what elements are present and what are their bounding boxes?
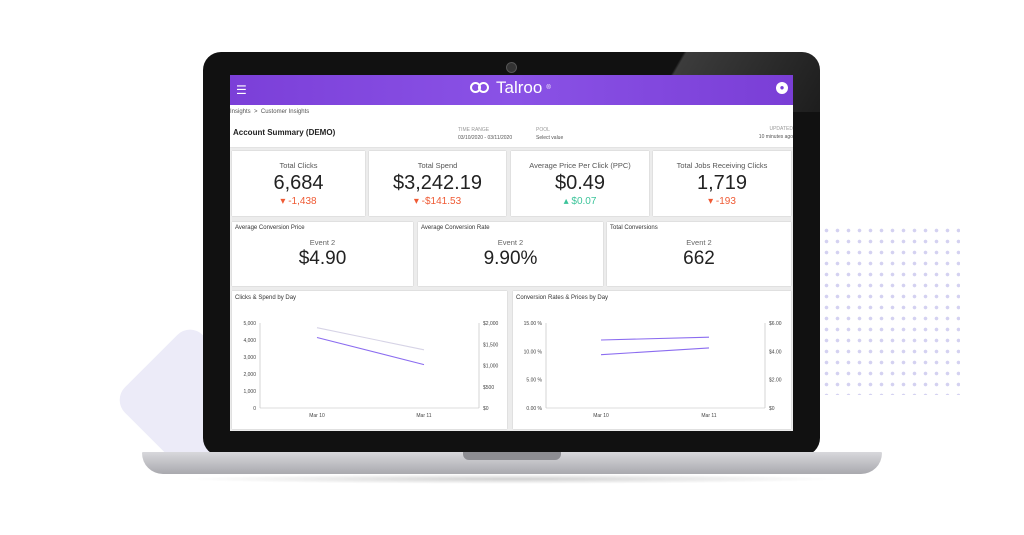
app-screen: ☰ Talroo ® ● Insights > Customer Insights… [230,75,793,431]
y-left-tick-label: 0 [253,406,256,412]
conversion-card-label: Average Conversion Rate [421,225,490,231]
y-right-tick-label: $1,500 [483,342,499,348]
x-tick-label: Mar 11 [701,413,716,419]
clicks-spend-chart: Clicks & Spend by Day 5,000 4,000 3,000 2,0… [232,291,507,429]
conversion-event: Event 2 [686,238,712,247]
y-right-tick-label: $1,000 [483,364,499,370]
kpi-delta-value: -$141.53 [421,196,462,207]
y-right-tick-label: $2.00 [769,378,782,384]
page-title: Account Summary (DEMO) [233,128,336,137]
x-tick-label: Mar 10 [309,413,325,419]
y-left-tick-label: 5,000 [243,321,256,327]
y-right-tick-label: $0 [769,406,775,412]
updated-info: UPDATED 10 minutes ago [759,126,793,140]
camera-icon [506,62,517,73]
brand-name: Talroo [496,78,543,97]
series-line-2 [600,336,710,341]
y-right-tick-label: $6.00 [769,321,782,327]
kpi-label: Total Spend [417,161,458,170]
y-left-tick-label: 15.00 % [524,321,543,327]
total-conversions-card: Total Conversions Event 2 662 [607,222,791,286]
y-right-tick-label: $4.00 [769,349,782,355]
conversion-card-label: Average Conversion Price [235,225,305,231]
kpi-delta: ▴ $0.07 [511,196,649,207]
conversion-value: $4.90 [298,248,347,269]
kpi-total-clicks: Total Clicks 6,684 ▾ -1,438 [232,151,365,216]
talroo-rings-icon [470,81,492,95]
conversion-card-label: Total Conversions [610,225,658,231]
kpi-delta: ▾ -193 [653,196,791,207]
breadcrumb-insights[interactable]: Insights [230,109,251,115]
y-right-tick-label: $2,000 [483,321,499,327]
conversion-rates-plot: 15.00 % 10.00 % 5.00 % 0.00 % $6.00 $4.00 $2.0… [524,321,782,419]
kpi-delta-value: -193 [715,196,736,207]
y-left-tick-label: 5.00 % [526,378,542,384]
background-dots [810,225,960,395]
conversion-rates-chart: Conversion Rates & Prices by Day 15.00 %… [513,291,791,429]
y-left-tick-label: 0.00 % [526,406,542,412]
pool-label: POOL [536,127,550,133]
kpi-label: Average Price Per Click (PPC) [529,161,631,170]
time-range-label: TIME RANGE [458,127,490,133]
x-tick-label: Mar 10 [593,413,609,419]
app-bar: ☰ Talroo ® ● [230,75,793,105]
conversion-value: 662 [683,248,715,269]
chart-title: Clicks & Spend by Day [235,295,297,301]
chart-title: Conversion Rates & Prices by Day [516,295,609,301]
kpi-average-ppc: Average Price Per Click (PPC) $0.49 ▴ $0… [511,151,649,216]
updated-label: UPDATED [769,126,793,132]
brand-logo[interactable]: Talroo ® [470,78,551,98]
conversion-value: 9.90% [483,248,538,269]
account-icon[interactable]: ● [776,82,788,94]
kpi-delta: ▾ -1,438 [232,196,365,207]
page-header: Insights > Customer Insights Account Sum… [230,105,793,148]
laptop-notch [463,452,561,460]
y-left-tick-label: 2,000 [243,372,256,378]
pool-filter[interactable]: POOL Select value [536,127,563,141]
breadcrumb: Insights > Customer Insights [230,109,309,115]
y-left-tick-label: 1,000 [243,389,256,395]
kpi-value: 6,684 [273,172,324,194]
y-right-tick-label: $500 [483,385,494,391]
kpi-value: $0.49 [554,172,606,194]
kpi-total-jobs: Total Jobs Receiving Clicks 1,719 ▾ -193 [653,151,791,216]
hamburger-icon[interactable]: ☰ [236,83,247,97]
down-arrow-icon: ▾ [708,196,714,207]
y-left-tick-label: 3,000 [243,355,256,361]
down-arrow-icon: ▾ [413,196,419,207]
pool-value: Select value [536,135,564,141]
kpi-value: 1,719 [696,172,748,194]
laptop-shadow [180,474,844,484]
conversion-rate-card: Average Conversion Rate Event 2 9.90% [418,222,603,286]
conversion-price-card: Average Conversion Price Event 2 $4.90 [232,222,413,286]
x-tick-label: Mar 11 [416,413,431,419]
series-line-2 [316,327,425,351]
kpi-delta-value: $0.07 [571,196,597,207]
y-right-tick-label: $0 [483,406,489,412]
breadcrumb-separator: > [254,109,258,115]
breadcrumb-customer-insights: Customer Insights [260,109,310,115]
kpi-label: Total Jobs Receiving Clicks [676,161,768,170]
kpi-delta: ▾ -$141.53 [369,196,506,207]
kpi-label: Total Clicks [279,161,318,170]
kpi-total-spend: Total Spend $3,242.19 ▾ -$141.53 [369,151,506,216]
y-left-tick-label: 10.00 % [524,349,543,355]
time-range-value: 03/10/2020 - 03/11/2020 [458,135,513,141]
series-line-1 [600,347,710,356]
laptop-base [142,452,882,474]
y-left-tick-label: 4,000 [243,338,256,344]
conversion-event: Event 2 [309,238,336,247]
conversion-event: Event 2 [497,238,524,247]
time-range-filter[interactable]: TIME RANGE 03/10/2020 - 03/11/2020 [458,127,512,141]
series-line-1 [316,336,425,366]
kpi-value: $3,242.19 [393,172,482,194]
kpi-delta-value: -1,438 [288,196,317,207]
updated-value: 10 minutes ago [758,134,793,140]
down-arrow-icon: ▾ [280,196,286,207]
clicks-spend-plot: 5,000 4,000 3,000 2,000 1,000 0 $2,000 $1,500 $1… [243,321,499,419]
up-arrow-icon: ▴ [563,196,569,207]
